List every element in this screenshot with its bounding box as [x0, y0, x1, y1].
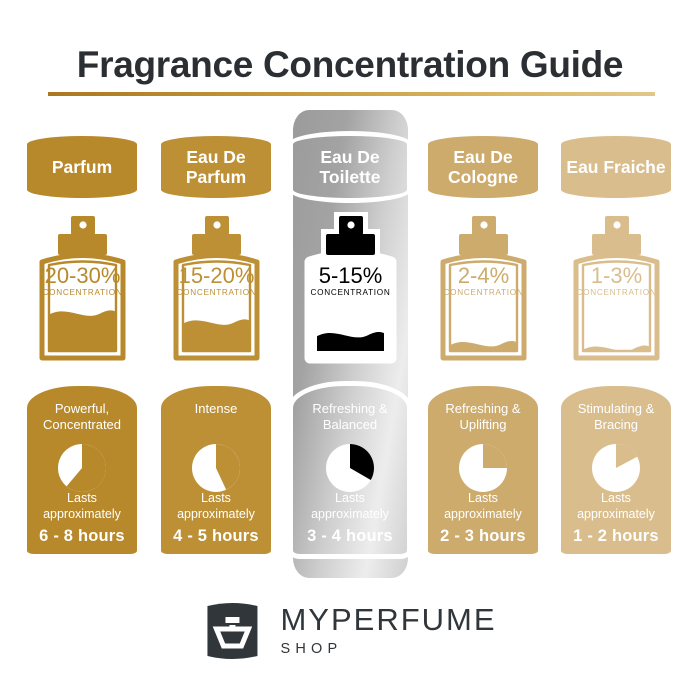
category-chip-2[interactable]: Eau De Toilette: [293, 136, 407, 198]
longevity-card-0[interactable]: Powerful, Concentrated Lasts approximatel…: [27, 386, 137, 554]
lasts-label: Lasts approximately: [444, 491, 522, 521]
brand-wordmark: MYPERFUME SHOP: [280, 602, 497, 658]
duration-value: 1 - 2 hours: [573, 527, 659, 545]
perfume-bottle-2: 5-15% CONCENTRATION: [284, 212, 417, 364]
perfume-bottle-0: 20-30% CONCENTRATION: [16, 212, 149, 364]
footer: MYPERFUME SHOP: [0, 598, 700, 670]
longevity-pie-chart: [190, 442, 242, 499]
category-chip-4[interactable]: Eau Fraiche: [561, 136, 671, 198]
category-label: Eau Fraiche: [566, 156, 666, 177]
category-label: Eau De Cologne: [448, 146, 518, 187]
category-chip-1[interactable]: Eau De Parfum: [161, 136, 271, 198]
category-chip-0[interactable]: Parfum: [27, 136, 137, 198]
column-parfum: Parfum 20-30% CONCENTRATION Powerful, Conce…: [16, 0, 149, 700]
category-chip-3[interactable]: Eau De Cologne: [428, 136, 538, 198]
perfume-bottle-1: 15-20% CONCENTRATION: [150, 212, 283, 364]
descriptor-text: Refreshing & Balanced: [312, 401, 388, 432]
title-divider: [48, 92, 655, 96]
longevity-pie-chart: [457, 442, 509, 499]
longevity-pie-chart: [590, 442, 642, 499]
brand-tagline: SHOP: [280, 640, 343, 657]
descriptor-text: Refreshing & Uplifting: [445, 401, 521, 432]
brand-name: MYPERFUME: [280, 602, 497, 638]
lasts-label: Lasts approximately: [577, 491, 655, 521]
category-label: Eau De Toilette: [319, 146, 381, 187]
descriptor-text: Powerful, Concentrated: [42, 401, 122, 432]
lasts-label: Lasts approximately: [311, 491, 389, 521]
lasts-label: Lasts approximately: [43, 491, 121, 521]
category-label: Eau De Parfum: [185, 146, 247, 187]
longevity-card-2[interactable]: Refreshing & Balanced Lasts approximately…: [293, 386, 407, 554]
brand-logo: MYPERFUME SHOP: [203, 598, 496, 664]
column-eau-de-toilette: Eau De Toilette 5-15% CONCENTRATION Refresh…: [284, 0, 417, 700]
category-label: Parfum: [51, 156, 113, 177]
column-eau-fraiche: Eau Fraiche 1-3% CONCENTRATION Stimulating …: [550, 0, 683, 700]
descriptor-text: Stimulating & Bracing: [577, 401, 655, 432]
perfume-bottle-4: 1-3% CONCENTRATION: [550, 212, 683, 364]
page-title: Fragrance Concentration Guide: [76, 44, 624, 85]
descriptor-text: Intense: [194, 401, 238, 416]
longevity-card-3[interactable]: Refreshing & Uplifting Lasts approximatel…: [428, 386, 538, 554]
perfume-bottle-logo-icon: [203, 598, 261, 664]
duration-value: 4 - 5 hours: [173, 527, 259, 545]
longevity-pie-chart: [56, 442, 108, 499]
lasts-label: Lasts approximately: [177, 491, 255, 521]
longevity-card-4[interactable]: Stimulating & Bracing Lasts approximately…: [561, 386, 671, 554]
column-eau-de-parfum: Eau De Parfum 15-20% CONCENTRATION Intense L…: [150, 0, 283, 700]
perfume-bottle-3: 2-4% CONCENTRATION: [417, 212, 550, 364]
longevity-pie-chart: [324, 442, 376, 499]
duration-value: 3 - 4 hours: [307, 527, 393, 545]
duration-value: 6 - 8 hours: [39, 527, 125, 545]
longevity-card-1[interactable]: Intense Lasts approximately 4 - 5 hours: [161, 386, 271, 554]
duration-value: 2 - 3 hours: [440, 527, 526, 545]
column-eau-de-cologne: Eau De Cologne 2-4% CONCENTRATION Refreshin…: [417, 0, 550, 700]
